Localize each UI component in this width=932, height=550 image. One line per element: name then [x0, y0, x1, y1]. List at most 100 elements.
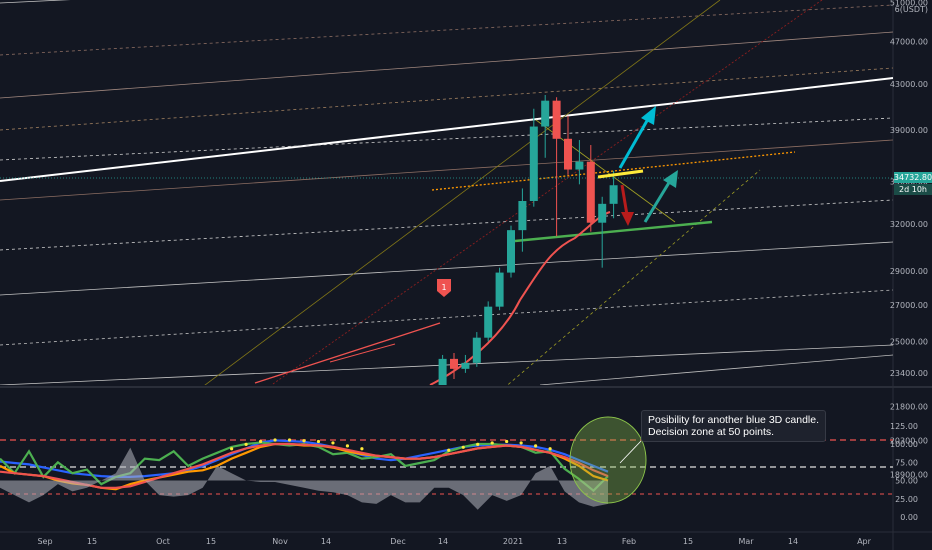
channel-line[interactable]: [0, 117, 893, 161]
candle[interactable]: [507, 225, 515, 278]
zone-pointer: [619, 440, 642, 464]
overbought-dot: [302, 439, 306, 443]
last-price-badge: 34732.80 2d 10h: [894, 172, 932, 195]
time-tick-label: Dec: [390, 537, 405, 546]
candle[interactable]: [450, 353, 458, 380]
overbought-dot: [345, 444, 350, 448]
price-axis[interactable]: 6(USDT) 55000.0051000.0047000.0043000.00…: [890, 0, 928, 479]
candle[interactable]: [541, 94, 550, 158]
price-tick-label: 43000.00: [890, 80, 928, 89]
channel-line[interactable]: [0, 139, 893, 201]
time-tick-label: 15: [683, 537, 693, 546]
bullish-arrow-icon[interactable]: [618, 106, 656, 169]
candle[interactable]: [518, 188, 527, 252]
channel-line[interactable]: [0, 4, 893, 56]
resistance-highlight[interactable]: [597, 169, 644, 179]
bearish-arrow-icon[interactable]: [620, 184, 634, 226]
candle[interactable]: [438, 354, 447, 424]
currency-label: 6(USDT): [895, 5, 928, 14]
oscillator-tick-label: 125.00: [890, 422, 918, 431]
candle[interactable]: [495, 267, 504, 311]
main-trend-line[interactable]: [0, 77, 893, 182]
candle[interactable]: [529, 108, 538, 207]
red-trend-line[interactable]: [329, 343, 396, 363]
channel-line[interactable]: [0, 199, 893, 251]
time-tick-label: 2021: [503, 537, 523, 546]
overbought-dot: [316, 439, 321, 444]
drawing-layer: 1: [0, 0, 893, 482]
red-trend-line[interactable]: [254, 322, 441, 384]
candle[interactable]: [484, 301, 493, 342]
overbought-dot: [534, 444, 538, 448]
channel-line[interactable]: [539, 354, 893, 385]
annotation-callout[interactable]: Posibility for another blue 3D candle. D…: [641, 410, 827, 442]
candle[interactable]: [586, 145, 595, 232]
time-tick-label: Mar: [738, 537, 754, 546]
time-tick-label: 15: [87, 537, 97, 546]
time-tick-label: Sep: [37, 537, 52, 546]
overbought-dot: [490, 441, 494, 445]
overbought-dot: [244, 442, 248, 446]
oscillator-axis[interactable]: 125.00 100.00 75.00 50.00 25.00 0.00: [890, 422, 918, 522]
overbought-dot: [273, 438, 277, 442]
overbought-dot: [505, 439, 509, 444]
oscillator-tick-label: 50.00: [895, 477, 918, 486]
overbought-dot: [258, 439, 263, 444]
channel-line[interactable]: [0, 289, 893, 346]
overbought-dot: [331, 441, 335, 445]
price-tick-label: 39000.00: [890, 126, 928, 135]
time-tick-label: Feb: [622, 537, 636, 546]
fan-line[interactable]: [490, 169, 761, 400]
time-tick-label: Apr: [857, 537, 872, 546]
price-tick-label: 29000.00: [890, 267, 928, 276]
signal-marker[interactable]: 1: [437, 279, 451, 297]
oscillator-tick-label: 0.00: [900, 513, 918, 522]
time-tick-label: 14: [788, 537, 798, 546]
candle[interactable]: [359, 462, 367, 482]
annotation-line-2: Decision zone at 50 points.: [648, 426, 775, 438]
oscillator-tick-label: 75.00: [895, 458, 918, 467]
price-tick-label: 47000.00: [890, 38, 928, 47]
overbought-dot: [519, 441, 523, 445]
fan-line[interactable]: [185, 0, 721, 400]
time-tick-label: 15: [206, 537, 216, 546]
signal-marker-label: 1: [441, 283, 446, 292]
time-tick-label: Nov: [272, 537, 288, 546]
time-tick-label: 13: [557, 537, 567, 546]
moving-average: [429, 211, 611, 385]
overbought-dot: [360, 447, 364, 451]
price-tick-label: 23400.00: [890, 369, 928, 378]
support-line[interactable]: [514, 220, 713, 243]
candle[interactable]: [472, 332, 481, 367]
price-tick-label: 18900.00: [890, 470, 928, 479]
histogram-area: [0, 447, 608, 510]
channel-line[interactable]: [0, 0, 893, 4]
candle[interactable]: [575, 140, 584, 185]
bullish-arrow-icon[interactable]: [643, 170, 678, 223]
candle[interactable]: [564, 115, 572, 175]
overbought-dot: [461, 445, 465, 449]
candle[interactable]: [461, 354, 470, 373]
overbought-dot: [287, 438, 292, 442]
red-oscillator-line[interactable]: [0, 442, 609, 489]
time-axis[interactable]: Sep 15 Oct 15 Nov 14 Dec 14 2021 13 Feb 15 Mar 14 Apr: [37, 537, 871, 546]
annotation-line-1: Posibility for another blue 3D candle.: [648, 414, 820, 426]
candle[interactable]: [598, 196, 607, 268]
channel-line[interactable]: [0, 241, 893, 296]
candle[interactable]: [552, 97, 561, 237]
channel-line[interactable]: [0, 31, 893, 99]
candle[interactable]: [609, 170, 618, 219]
overbought-dot: [447, 448, 451, 452]
price-tick-label: 21800.00: [890, 403, 928, 412]
orange-dotted-line[interactable]: [431, 151, 796, 191]
overbought-dot: [230, 447, 234, 451]
price-tick-label: 25000.00: [890, 337, 928, 346]
channel-line[interactable]: [0, 67, 893, 131]
decision-zone[interactable]: [569, 416, 647, 504]
countdown-label: 2d 10h: [899, 185, 927, 194]
price-tick-label: 51000.00: [890, 0, 928, 8]
overbought-dot: [548, 447, 552, 451]
time-tick-label: 14: [438, 537, 448, 546]
